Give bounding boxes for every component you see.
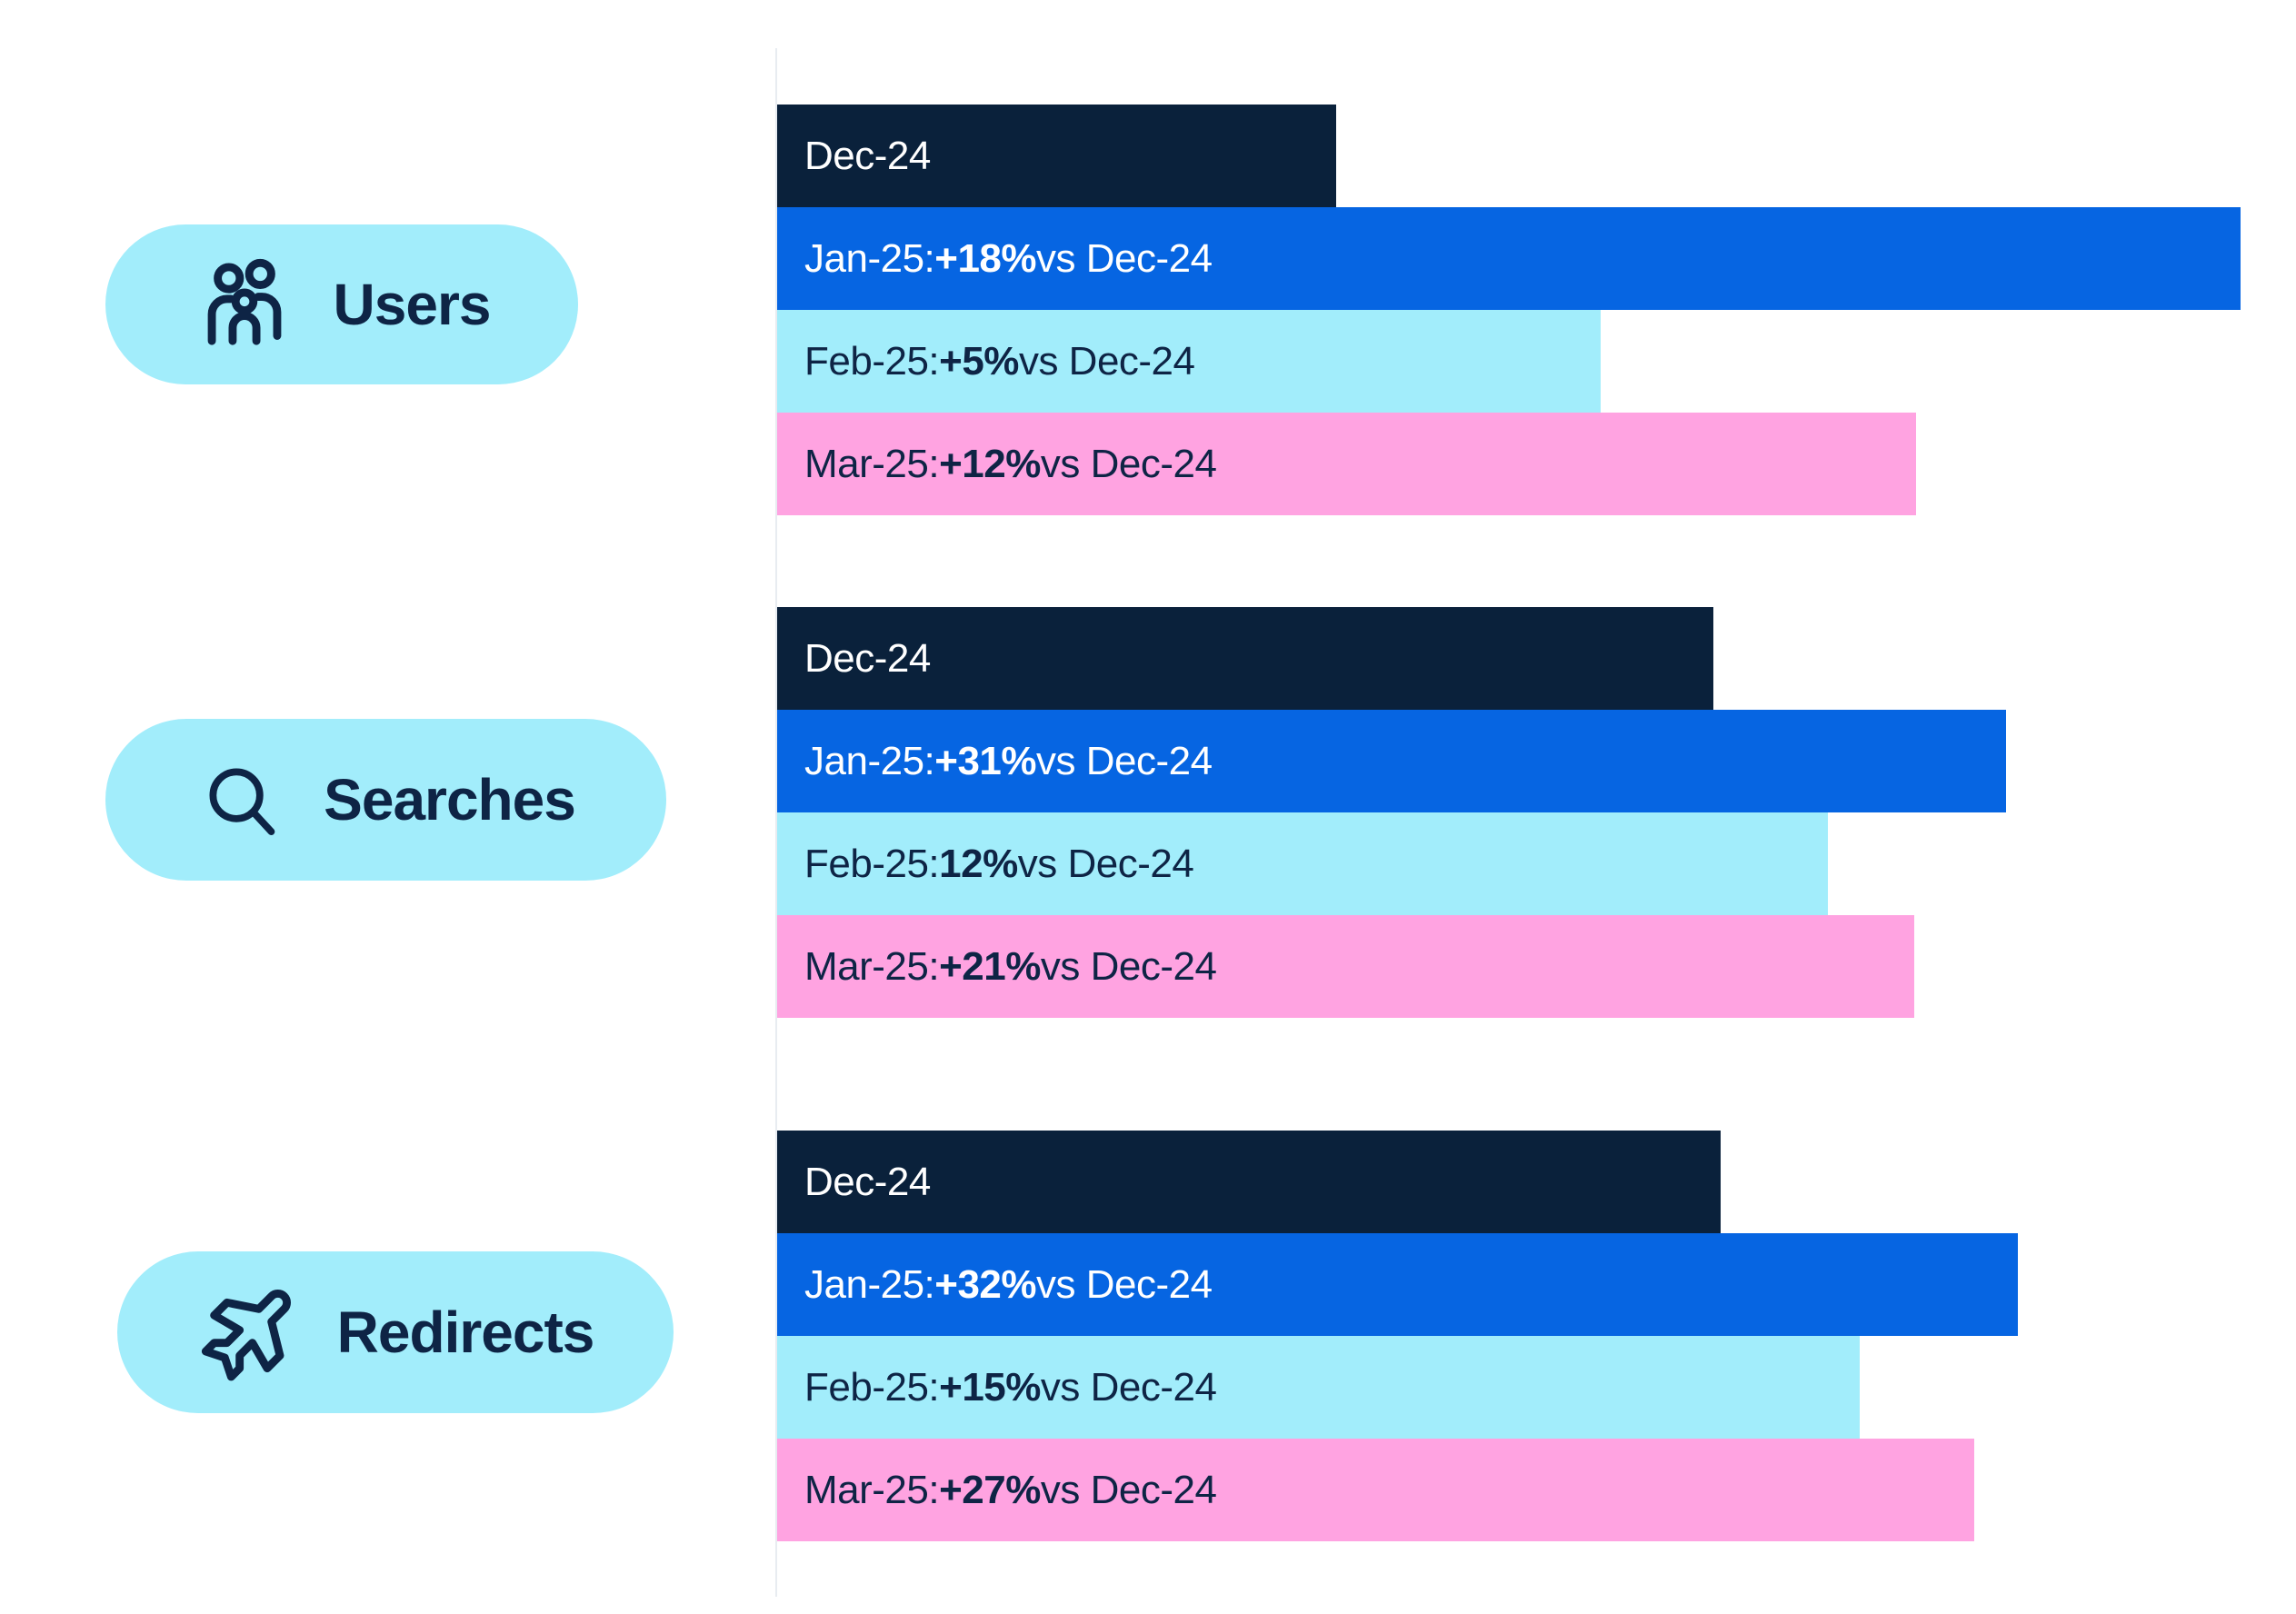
- bar-redirects-feb-25: Feb-25: +15% vs Dec-24: [777, 1336, 1860, 1439]
- bar-redirects-mar-25: Mar-25: +27% vs Dec-24: [777, 1439, 1974, 1541]
- bar-users-jan-25: Jan-25: +18% vs Dec-24: [777, 207, 2241, 310]
- bar-redirects-dec-24: Dec-24: [777, 1131, 1721, 1233]
- bar-redirects-jan-25: Jan-25: +32% vs Dec-24: [777, 1233, 2018, 1336]
- bar-users-feb-25: Feb-25: +5% vs Dec-24: [777, 310, 1601, 413]
- bar-users-mar-25: Mar-25: +12% vs Dec-24: [777, 413, 1916, 515]
- bar-users-dec-24: Dec-24: [777, 105, 1336, 207]
- plane-icon: [201, 1290, 291, 1381]
- metric-pill-searches: Searches: [105, 719, 666, 881]
- bar-searches-jan-25: Jan-25: +31% vs Dec-24: [777, 710, 2006, 812]
- search-icon: [209, 768, 275, 835]
- baseline-axis: [775, 48, 777, 1597]
- metric-pill-redirects: Redirects: [117, 1251, 674, 1413]
- users-icon: [207, 258, 281, 345]
- bar-searches-dec-24: Dec-24: [777, 607, 1713, 710]
- metric-pill-users: Users: [105, 224, 578, 384]
- metric-label-redirects: Redirects: [336, 1300, 595, 1365]
- bar-searches-feb-25: Feb-25: 12% vs Dec-24: [777, 812, 1828, 915]
- bar-searches-mar-25: Mar-25: +21% vs Dec-24: [777, 915, 1914, 1018]
- metric-label-searches: Searches: [324, 767, 576, 832]
- metric-label-users: Users: [333, 272, 492, 337]
